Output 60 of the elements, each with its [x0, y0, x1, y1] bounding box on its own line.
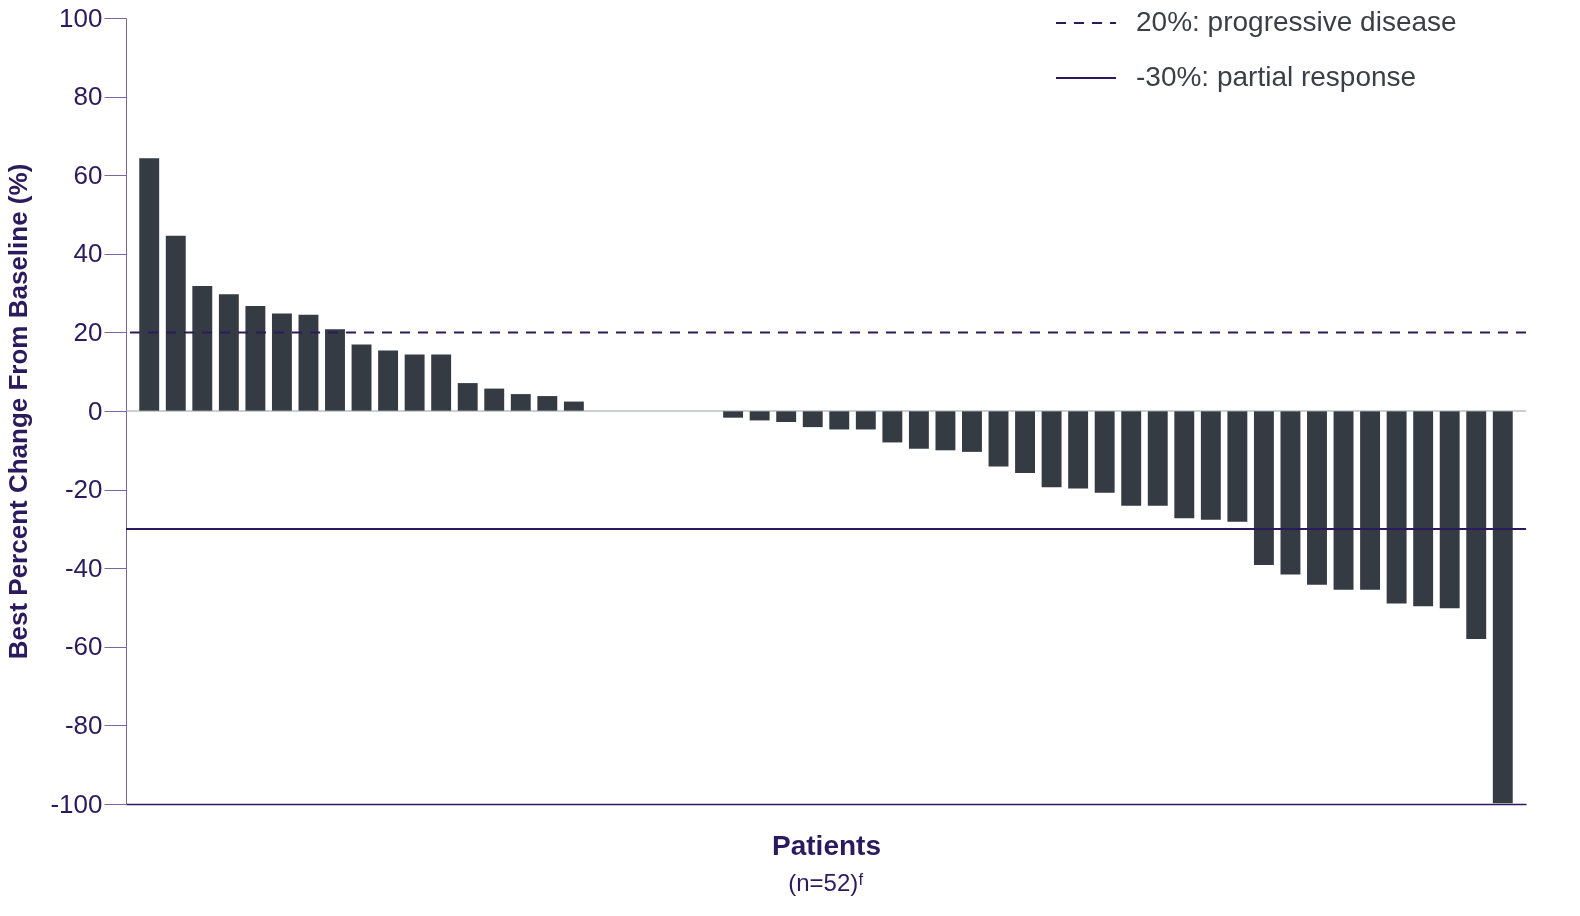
legend-label: 20%: progressive disease	[1136, 6, 1457, 37]
bar	[245, 306, 266, 411]
bar	[192, 286, 213, 411]
bar	[165, 235, 186, 411]
bar	[1466, 411, 1487, 639]
y-axis-title: Best Percent Change From Baseline (%)	[3, 163, 34, 660]
bar	[882, 411, 903, 443]
bar	[935, 411, 956, 451]
bar	[908, 411, 929, 449]
bar	[1413, 411, 1434, 607]
bar	[351, 344, 372, 411]
text: (n=52)ᶠ	[788, 869, 864, 896]
bar	[431, 354, 452, 411]
bar	[988, 411, 1009, 467]
bar	[457, 383, 478, 411]
bar	[1174, 411, 1195, 519]
bar	[1280, 411, 1301, 575]
bar	[484, 388, 505, 411]
bar	[271, 313, 292, 411]
y-tick-label: -80	[64, 709, 103, 740]
bar	[1439, 411, 1460, 609]
bar	[1333, 411, 1354, 590]
bar	[537, 396, 558, 411]
bar	[1253, 411, 1274, 566]
bar	[1386, 411, 1407, 604]
y-tick-label: 60	[73, 159, 103, 190]
bar	[1094, 411, 1115, 493]
bar	[139, 158, 160, 411]
bar	[325, 329, 345, 411]
bar	[1147, 411, 1168, 506]
y-tick-label: 100	[59, 2, 103, 33]
bar	[829, 411, 850, 430]
bar	[1015, 411, 1035, 474]
bar	[1492, 411, 1513, 804]
y-tick-label: -60	[64, 631, 103, 662]
bar	[962, 411, 982, 452]
y-tick-label: -20	[64, 474, 103, 505]
y-tick-label: 40	[73, 238, 103, 269]
bar	[855, 411, 876, 430]
bar	[1041, 411, 1062, 488]
bar	[1227, 411, 1248, 522]
y-tick-label: 0	[88, 395, 103, 426]
y-tick-label: -40	[64, 552, 103, 583]
bar	[404, 354, 425, 411]
bar	[1068, 411, 1089, 489]
bar	[1360, 411, 1381, 590]
bar	[1307, 411, 1327, 585]
y-tick-label: 20	[73, 316, 103, 347]
x-axis-title: Patients	[772, 829, 881, 861]
bar	[510, 394, 531, 411]
legend-label: -30%: partial response	[1136, 61, 1417, 92]
y-tick-label: -100	[50, 788, 103, 819]
bar	[802, 411, 823, 428]
bar	[218, 294, 239, 411]
bar	[1121, 411, 1142, 506]
bar	[378, 350, 399, 411]
bar	[776, 411, 797, 422]
y-tick-label: 80	[73, 81, 103, 112]
bar	[298, 314, 319, 411]
bar	[1200, 411, 1221, 520]
